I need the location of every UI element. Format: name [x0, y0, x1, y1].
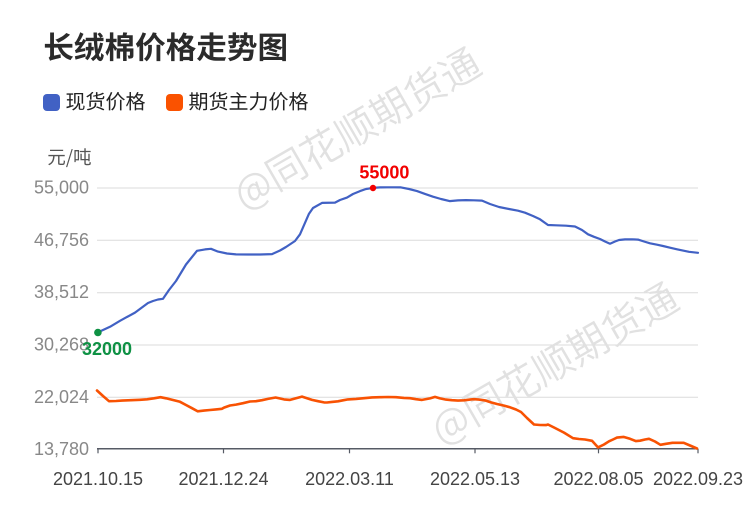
svg-text:46,756: 46,756: [34, 230, 89, 250]
svg-text:2021.10.15: 2021.10.15: [53, 469, 143, 489]
svg-text:2022.09.23: 2022.09.23: [653, 469, 743, 489]
svg-text:13,780: 13,780: [34, 439, 89, 459]
svg-text:30,268: 30,268: [34, 335, 89, 355]
svg-text:55,000: 55,000: [34, 178, 89, 198]
svg-text:2021.12.24: 2021.12.24: [178, 469, 268, 489]
svg-text:22,024: 22,024: [34, 387, 89, 407]
svg-text:2022.03.11: 2022.03.11: [305, 469, 394, 489]
svg-text:32000: 32000: [82, 339, 132, 359]
svg-text:2022.05.13: 2022.05.13: [430, 469, 520, 489]
svg-text:2022.08.05: 2022.08.05: [553, 469, 643, 489]
svg-text:38,512: 38,512: [34, 282, 89, 302]
svg-text:55000: 55000: [359, 163, 409, 183]
